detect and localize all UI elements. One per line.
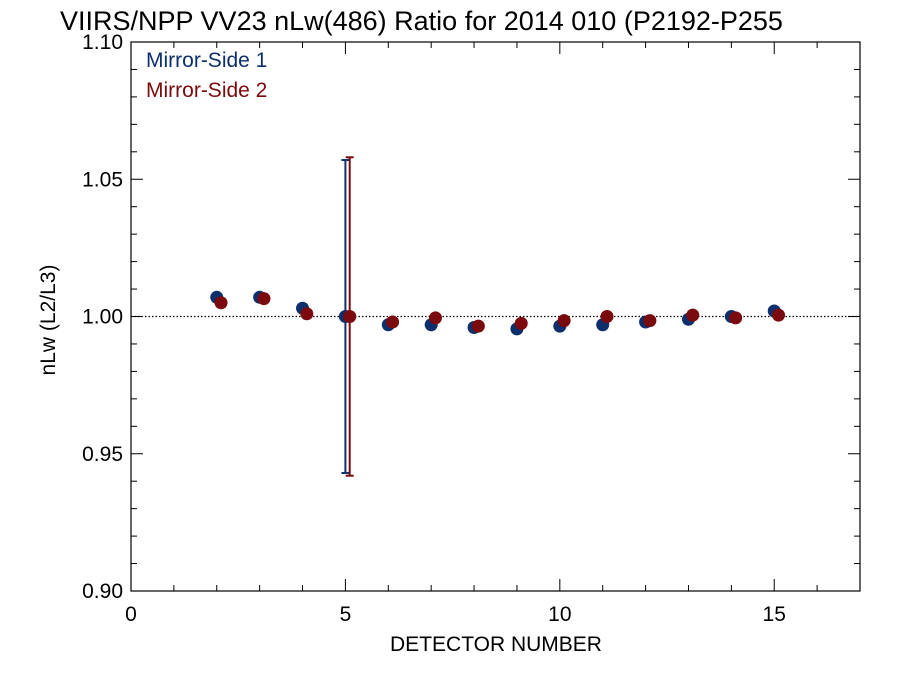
data-point-series-2: [300, 307, 314, 321]
x-axis-label: DETECTOR NUMBER: [390, 633, 602, 656]
data-point-series-2: [386, 315, 400, 329]
data-point-series-2: [214, 296, 228, 310]
data-point-series-2: [729, 311, 743, 325]
data-point-series-2: [428, 311, 442, 325]
data-point-series-2: [257, 292, 271, 306]
legend-entry-mirror-side-1: Mirror-Side 1: [146, 49, 267, 72]
plot-area: 0 5 10 15 0.90 0.95 1.00 1.05 1.10: [82, 31, 861, 626]
y-tick-label: 0.90: [82, 580, 123, 603]
y-tick-label: 0.95: [82, 443, 123, 466]
x-tick-label: 0: [125, 603, 137, 626]
data-point-series-2: [514, 316, 528, 330]
data-point-series-2: [471, 319, 485, 333]
data-point-series-2: [772, 308, 786, 322]
data-point-series-2: [600, 310, 614, 323]
y-tick-label: 1.05: [82, 168, 123, 191]
y-tick-label: 1.10: [82, 31, 123, 54]
data-point-series-2: [557, 314, 571, 328]
data-point-series-2: [686, 308, 700, 322]
x-tick-label: 5: [340, 603, 352, 626]
data-point-series-2: [343, 310, 357, 323]
legend-entry-mirror-side-2: Mirror-Side 2: [146, 79, 267, 102]
y-tick-label: 1.00: [82, 306, 123, 329]
data-point-series-2: [643, 314, 657, 328]
chart-title: VIIRS/NPP VV23 nLw(486) Ratio for 2014 0…: [60, 6, 783, 36]
x-tick-label: 10: [548, 603, 571, 626]
x-tick-label: 15: [763, 603, 786, 626]
y-axis-label: nLw (L2/L3): [37, 265, 60, 376]
